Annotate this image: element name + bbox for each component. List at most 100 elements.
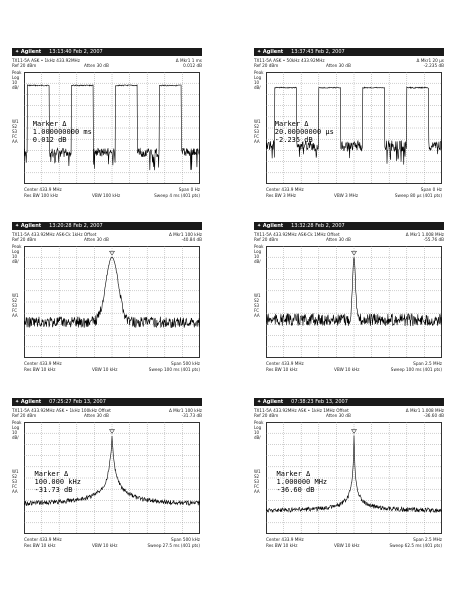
brand-label: ✦ Agilent [257,399,284,405]
analyzer-panel-0: ✦ Agilent 13:13:40 Feb 2, 2007 TX11-5A ASK… [12,48,202,208]
setup-line: TX11-5A 433.92MHz ASK-Ck 1MHz Offset Δ Mk… [254,232,444,237]
setup-line: TX11-5A ASK • 50kHz 433.92MHz Δ Mkr1 20 μ… [254,58,444,63]
sweep-label: Sweep 27.5 ms (401 pts) [147,543,200,548]
delta-marker-label: Δ Mkr1 1.008 MHz [405,408,444,413]
timestamp: 07:38:23 Feb 13, 2007 [291,399,348,405]
scale-label: Log [254,425,262,430]
plot-area: Marker Δ 20.00000000 μs -2.235 dB [265,72,443,184]
title-bar: ✦ Agilent 13:32:28 Feb 2, 2007 [254,222,444,230]
reference-line: Ref 20 dBm Atten 30 dB -2.235 dB [254,63,444,68]
delta-marker-label: Δ Mkr1 20 μs [416,58,444,63]
sweep-label: Sweep 80 μs (401 pts) [394,193,442,198]
vbw-label: VBW 10 kHz [334,543,360,548]
scale-label: AA [254,489,260,494]
marker-readout-line: 100.000 kHz [34,478,81,486]
center-frequency-line: Center 433.9 MHz Span 500 kHz [24,537,200,542]
vbw-label: VBW 10 kHz [334,367,360,372]
title-bar: ✦ Agilent 07:38:23 Feb 13, 2007 [254,398,444,406]
span-label: Span 2.5 MHz [413,537,442,542]
reference-line: Ref 20 dBm Atten 30 dB -55.76 dB [254,237,444,242]
bandwidth-line: Res BW 3 MHz VBW 3 MHz Sweep 80 μs (401 pt… [266,193,442,198]
attenuation-label: Atten 30 dB [326,63,351,68]
vbw-label: VBW 10 kHz [92,367,118,372]
scale-label: S3 FC [254,479,260,489]
timestamp: 07:25:27 Feb 13, 2007 [49,399,106,405]
marker-readout-line: Marker Δ [32,120,67,128]
brand-label: ✦ Agilent [15,49,42,55]
scale-label: Peak [254,70,264,75]
brand-label: ✦ Agilent [15,223,42,229]
scale-label: S3 FC [12,303,18,313]
scale-labels: Peak Log 10 dB/ W1 S2 S3 FC AA [254,70,264,144]
marker-readout-line: Marker Δ [34,470,69,478]
marker-readout: Marker Δ 1.000000000 ms 0.012 dB [33,120,92,144]
plot-area: Marker Δ 1.000000000 ms 0.012 dB [23,72,201,184]
attenuation-label: Atten 30 dB [326,237,351,242]
marker-readout-line: -36.60 dB [276,486,315,494]
marker-readout: Marker Δ 20.00000000 μs -2.235 dB [275,120,334,144]
bandwidth-line: Res BW 10 kHz VBW 10 kHz Sweep 27.5 ms (40… [24,543,200,548]
analyzer-panel-2: ✦ Agilent 13:20:28 Feb 2, 2007 TX11-5A 433… [12,222,202,382]
marker-diamond [351,429,357,434]
center-frequency-line: Center 433.9 MHz Span 2.5 MHz [266,537,442,542]
scale-label: AA [12,489,18,494]
delta-marker-label: Δ Mkr1 100 kHz [168,408,202,413]
plot-svg [23,72,201,184]
spectrum-trace [23,256,201,328]
scale-label: dB/ [12,85,19,90]
brand-label: ✦ Agilent [257,49,284,55]
analyzer-panel-5: ✦ Agilent 07:38:23 Feb 13, 2007 TX11-5A 43… [254,398,444,558]
spectrum-trace [265,435,443,514]
attenuation-label: Atten 30 dB [84,63,109,68]
scale-label [12,100,20,105]
delta-marker-label: Δ Mkr1 1.008 MHz [405,232,444,237]
scale-label: Peak [12,70,22,75]
analyzer-panel-3: ✦ Agilent 13:32:28 Feb 2, 2007 TX11-5A 433… [254,222,444,382]
timestamp: 13:37:43 Feb 2, 2007 [291,49,345,55]
scale-label: Log [254,249,262,254]
scale-label: dB/ [254,259,261,264]
title-bar: ✦ Agilent 13:13:40 Feb 2, 2007 [12,48,202,56]
sweep-label: Sweep 4 ms (401 pts) [154,193,200,198]
scale-label: Peak [12,244,22,249]
bandwidth-line: Res BW 10 kHz VBW 10 kHz Sweep 100 ms (401… [24,367,200,372]
scale-label: Peak [254,420,264,425]
spectrum-trace [265,257,443,327]
reference-line: Ref 20 dBm Atten 30 dB -40.84 dB [12,237,202,242]
scale-labels: Peak Log 10 dB/ W1 S2 S3 FC AA [12,244,22,318]
center-frequency-line: Center 433.9 MHz Span 500 kHz [24,361,200,366]
brand-label: ✦ Agilent [257,223,284,229]
delta-marker-label: Δ Mkr1 1 ms [175,58,202,63]
plot-svg [23,422,201,534]
plot-svg [23,246,201,358]
plot-svg [265,72,443,184]
reference-line: Ref 20 dBm Atten 30 dB -31.73 dB [12,413,202,418]
scale-label: AA [12,139,18,144]
delta-marker-value: -55.76 dB [423,237,444,242]
marker-readout-line: 1.000000 MHz [276,478,328,486]
scale-labels: Peak Log 10 dB/ W1 S2 S3 FC AA [12,420,22,494]
scale-label: 10 [254,80,260,85]
marker-readout: Marker Δ 100.000 kHz -31.73 dB [35,470,81,494]
center-frequency-line: Center 433.9 MHz Span 0 Hz [24,187,200,192]
sweep-label: Sweep 100 ms (401 pts) [148,367,200,372]
analyzer-panel-1: ✦ Agilent 13:37:43 Feb 2, 2007 TX11-5A ASK… [254,48,444,208]
vbw-label: VBW 100 kHz [92,193,121,198]
plot-area: Marker Δ 100.000 kHz -31.73 dB [23,422,201,534]
scale-label: S3 FC [12,479,18,489]
delta-marker-value: -40.84 dB [181,237,202,242]
plot-area: Marker Δ 1.000000 MHz -36.60 dB [265,422,443,534]
setup-line: TX11-5A 433.92MHz ASK-Ck 1kHz Offset Δ Mk… [12,232,202,237]
scale-label: W1 S2 [254,119,261,129]
bandwidth-line: Res BW 10 kHz VBW 10 kHz Sweep 62.5 ms (40… [266,543,442,548]
marker-readout-line: -2.235 dB [274,136,313,144]
spectrum-trace [23,83,201,171]
scale-label: W1 S2 [12,293,19,303]
delta-marker-value: -2.235 dB [423,63,444,68]
scale-label: dB/ [12,435,19,440]
delta-marker-value: -36.60 dB [423,413,444,418]
scale-label: Log [12,425,20,430]
scale-labels: Peak Log 10 dB/ W1 S2 S3 FC AA [254,420,264,494]
timestamp: 13:13:40 Feb 2, 2007 [49,49,103,55]
scale-labels: Peak Log 10 dB/ W1 S2 S3 FC AA [254,244,264,318]
